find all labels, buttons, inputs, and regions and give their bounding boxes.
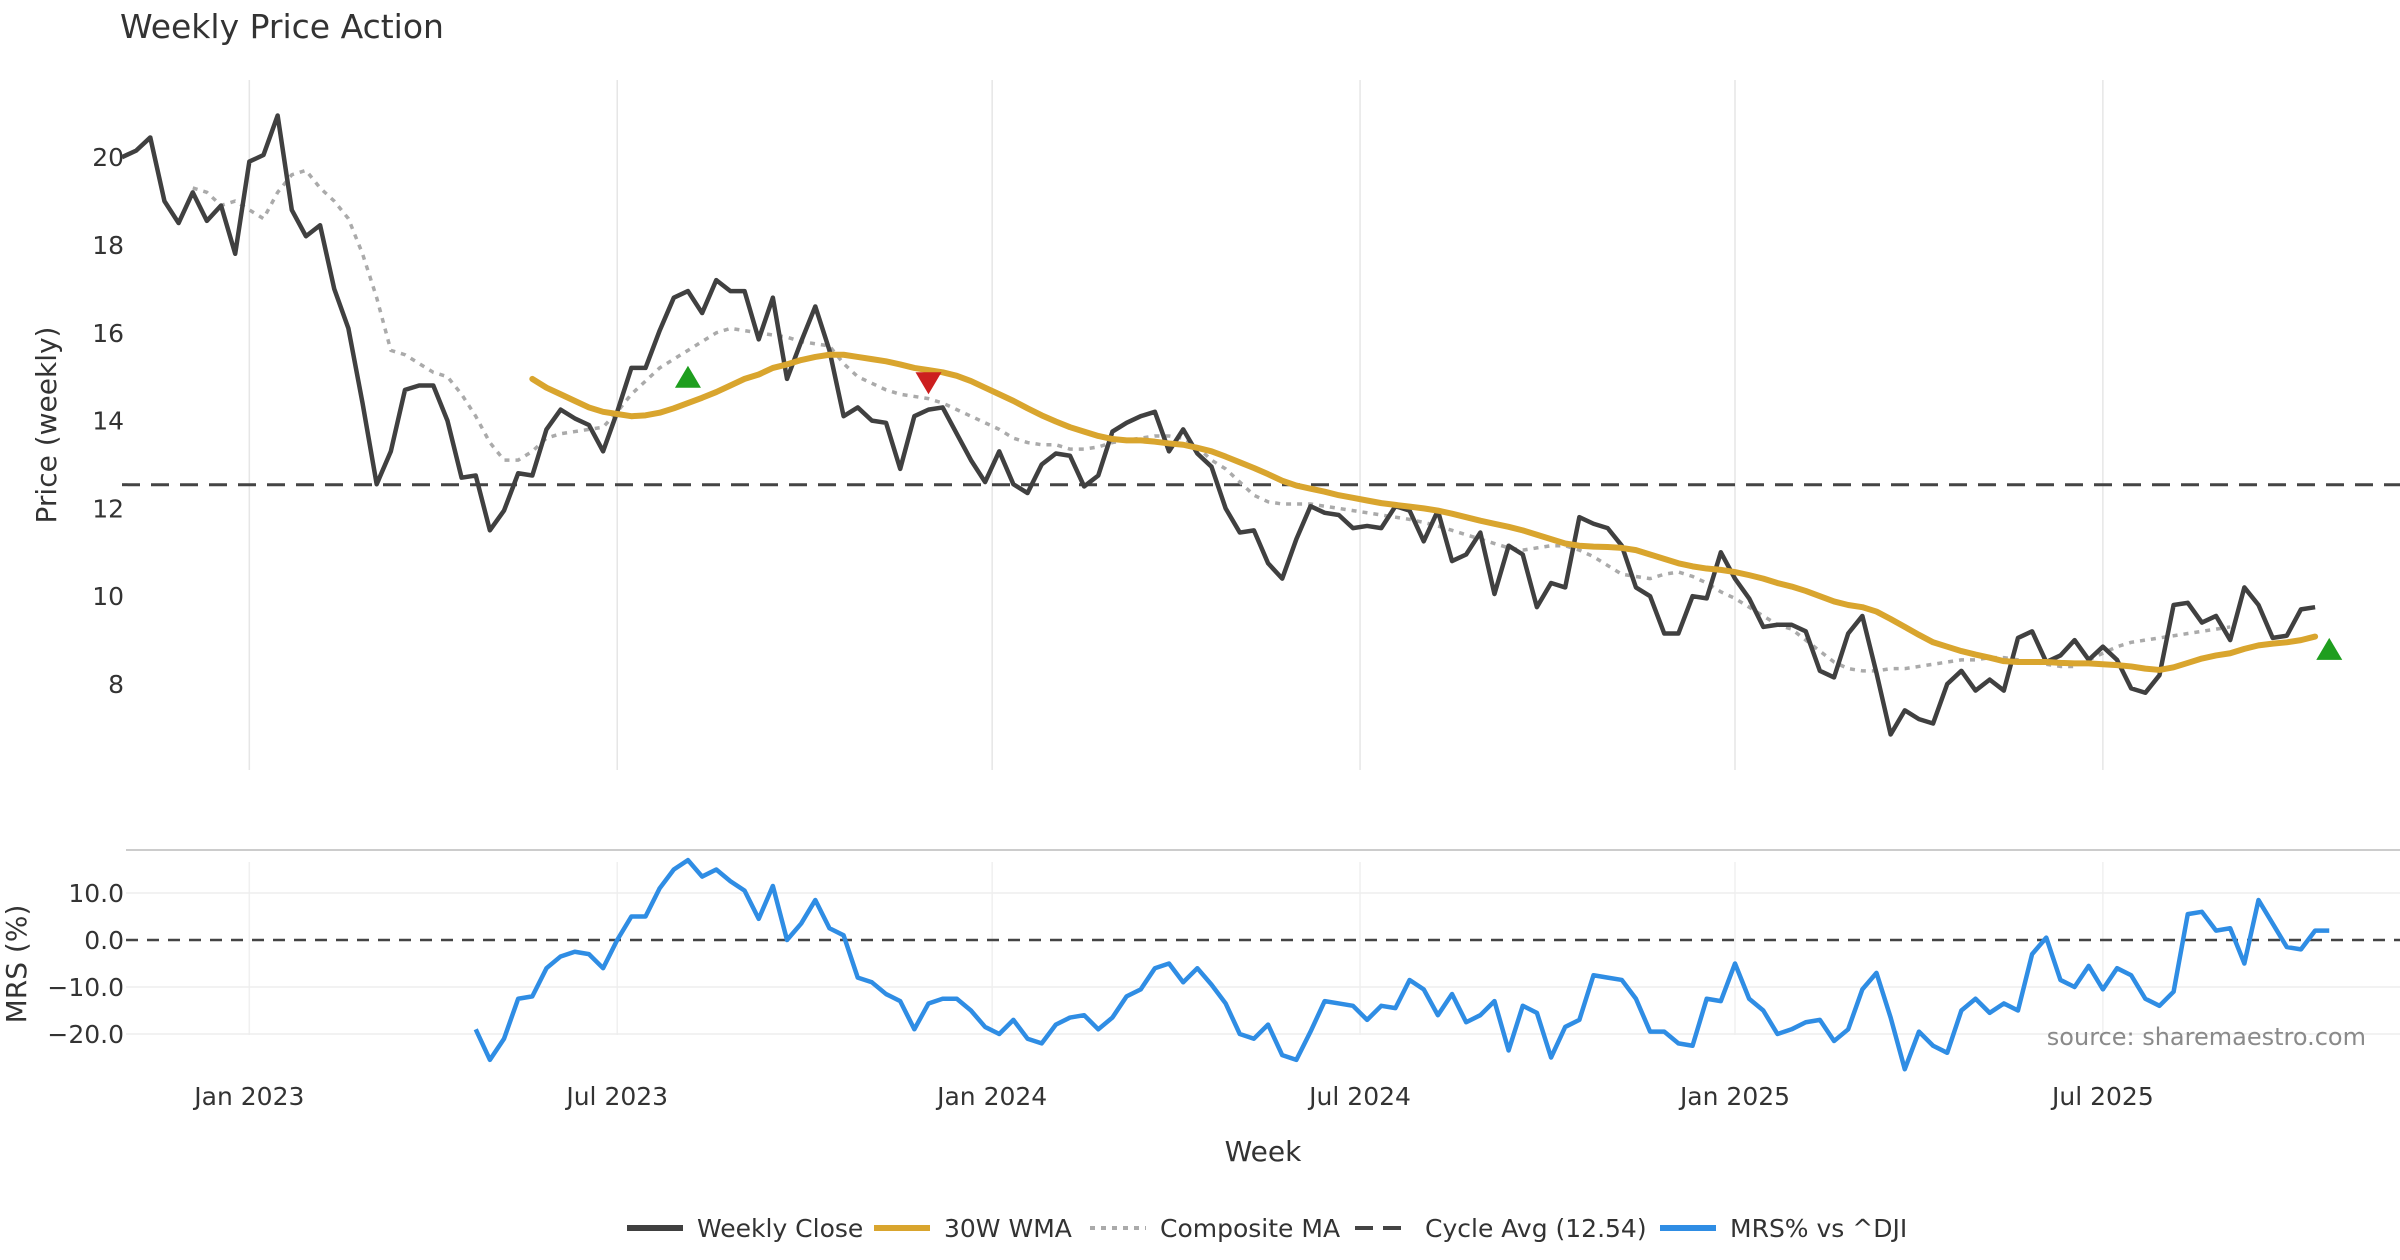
weekly-close-line	[121, 113, 2316, 737]
price-y-tick: 12	[92, 494, 124, 523]
x-tick-label: Jan 2025	[1678, 1082, 1790, 1111]
x-axis-label: Week	[1225, 1135, 1302, 1168]
legend-label: Weekly Close	[697, 1214, 863, 1243]
mrs-y-tick: −10.0	[47, 973, 124, 1002]
x-tick-label: Jul 2023	[564, 1082, 668, 1111]
mrs-y-tick: 10.0	[68, 879, 124, 908]
price-y-tick: 8	[108, 670, 124, 699]
price-y-tick: 20	[92, 143, 124, 172]
legend-label: Composite MA	[1160, 1214, 1340, 1243]
legend: Weekly Close 30W WMA Composite MA Cycle Avg…	[627, 1214, 1907, 1243]
mrs-panel: 10.0 0.0 −10.0 −20.0 MRS (%) Jan 2023 Jul 2023…	[0, 849, 2400, 1111]
buy-signal-marker	[674, 365, 701, 388]
x-tick-label: Jul 2025	[2050, 1082, 2154, 1111]
x-tick-label: Jan 2023	[192, 1082, 304, 1111]
price-panel: 8 10 12 14 16 18 20 Price (weekly)	[30, 80, 2400, 770]
chart-title: Weekly Price Action	[120, 7, 444, 46]
mrs-y-label: MRS (%)	[0, 905, 33, 1024]
price-y-tick: 18	[92, 231, 124, 260]
mrs-y-tick: 0.0	[84, 926, 124, 955]
composite-ma-line	[192, 168, 2231, 673]
wma-line	[529, 351, 2319, 673]
price-y-tick: 14	[92, 407, 124, 436]
price-y-tick: 16	[92, 319, 124, 348]
sell-signal-marker	[915, 372, 942, 395]
legend-label: Cycle Avg (12.54)	[1425, 1214, 1647, 1243]
price-y-label: Price (weekly)	[30, 327, 63, 524]
mrs-y-tick: −20.0	[47, 1020, 124, 1049]
price-y-tick: 10	[92, 582, 124, 611]
x-tick-label: Jan 2024	[935, 1082, 1047, 1111]
source-note: source: sharemaestro.com	[2047, 1023, 2366, 1051]
legend-label: MRS% vs ^DJI	[1730, 1214, 1907, 1243]
mrs-line	[473, 857, 2330, 1072]
x-tick-label: Jul 2024	[1307, 1082, 1411, 1111]
legend-label: 30W WMA	[944, 1214, 1072, 1243]
buy-signal-marker	[2316, 637, 2343, 660]
